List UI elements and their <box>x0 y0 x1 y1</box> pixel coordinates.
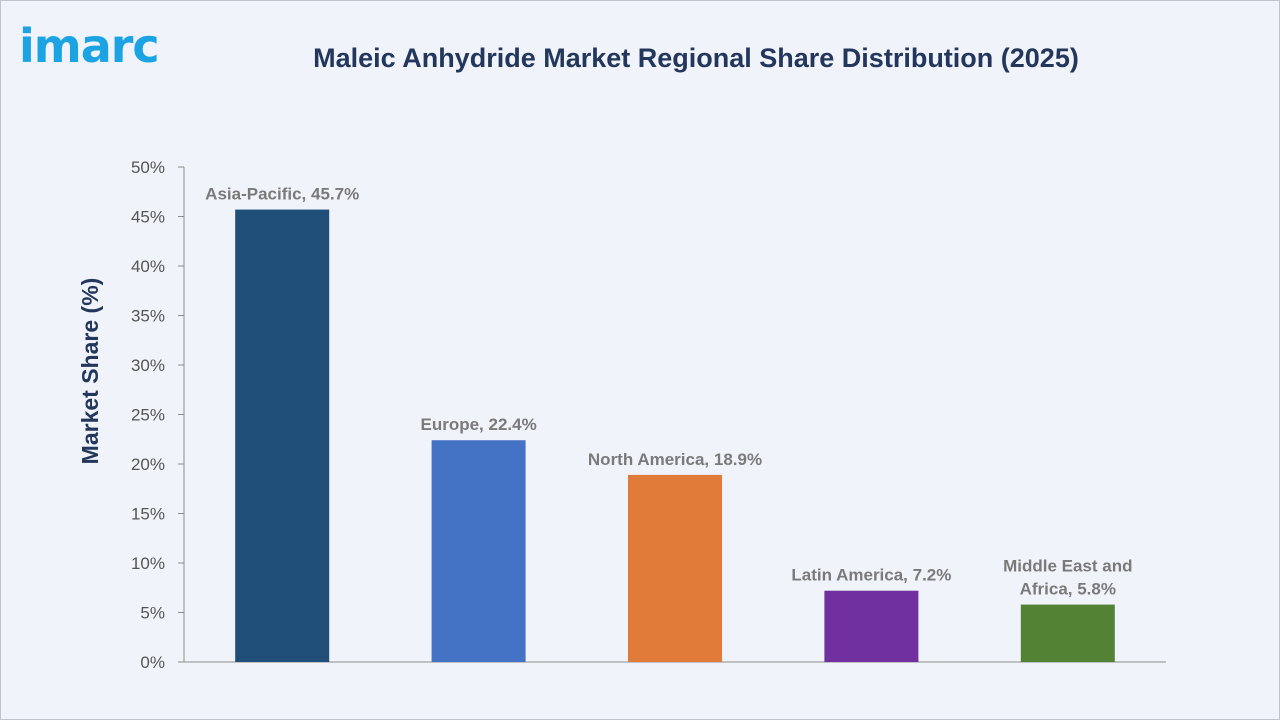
data-label: Africa, 5.8% <box>1020 580 1116 599</box>
y-tick-label: 5% <box>140 604 165 623</box>
chart-title: Maleic Anhydride Market Regional Share D… <box>313 43 1079 73</box>
bar <box>1020 604 1115 662</box>
y-tick-label: 10% <box>131 554 165 573</box>
bar <box>431 440 526 662</box>
y-tick-label: 45% <box>131 208 165 227</box>
bar <box>628 474 722 662</box>
bar <box>235 209 330 662</box>
y-tick-label: 40% <box>131 257 165 276</box>
y-axis-title: Market Share (%) <box>77 278 103 465</box>
data-label: Middle East and <box>1003 557 1132 576</box>
data-label: Latin America, 7.2% <box>791 566 951 585</box>
y-tick-label: 25% <box>131 406 165 425</box>
data-label: Asia-Pacific, 45.7% <box>205 185 359 204</box>
y-tick-label: 0% <box>140 653 165 672</box>
data-label: North America, 18.9% <box>588 450 762 469</box>
y-tick-label: 15% <box>131 505 165 524</box>
data-label: Europe, 22.4% <box>420 415 536 434</box>
y-tick-label: 20% <box>131 455 165 474</box>
bar <box>824 590 919 662</box>
y-tick-label: 50% <box>131 158 165 177</box>
y-tick-label: 35% <box>131 307 165 326</box>
y-tick-label: 30% <box>131 356 165 375</box>
imarc-logo: imarc <box>19 19 160 73</box>
